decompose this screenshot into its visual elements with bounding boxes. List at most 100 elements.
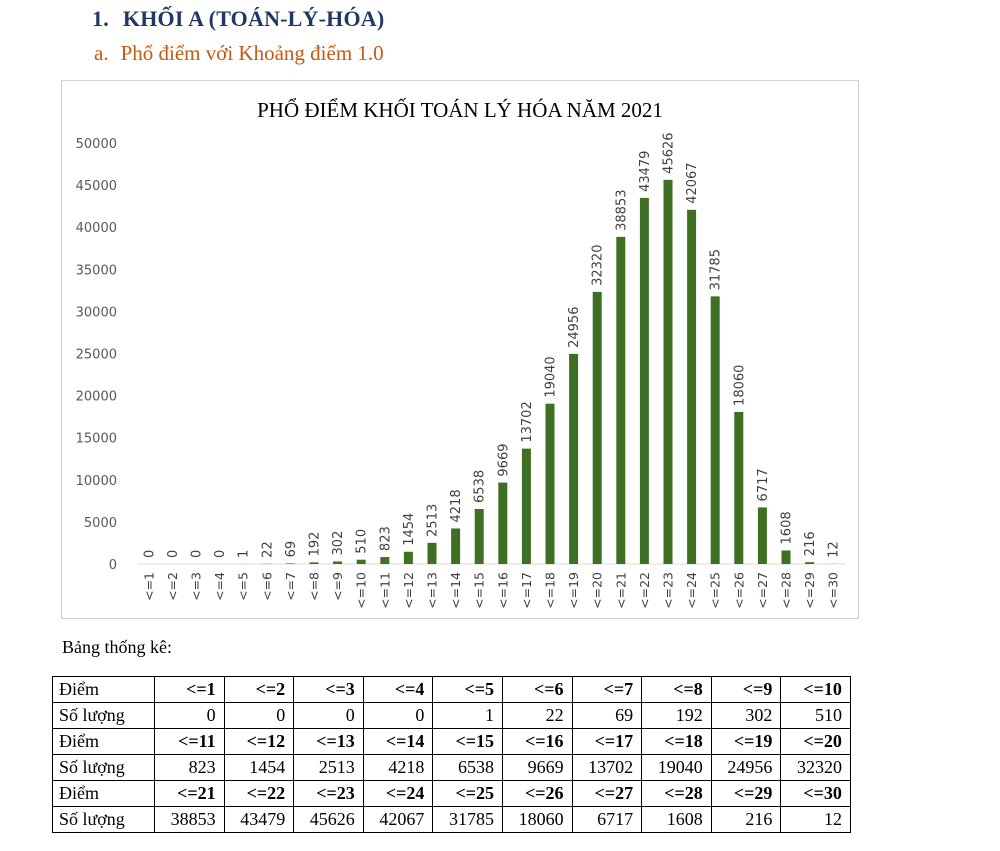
y-tick-label: 30000 <box>76 305 117 320</box>
data-label: 13702 <box>520 401 535 442</box>
x-tick-label: <=7 <box>283 572 298 601</box>
data-label: 192 <box>308 532 323 557</box>
x-tick-label: <=14 <box>448 572 463 609</box>
chart-title: PHỔ ĐIỂM KHỐI TOÁN LÝ HÓA NĂM 2021 <box>257 98 663 122</box>
table-row-score: Điểm <=21 <=22 <=23 <=24 <=25 <=26 <=27 <=28 <=29… <box>52 780 851 807</box>
x-tick-label: <=23 <box>661 572 676 609</box>
data-label: 18060 <box>732 365 747 406</box>
bar <box>710 296 720 564</box>
count-cell: 24956 <box>710 754 782 781</box>
data-label: 31785 <box>709 249 724 290</box>
data-label: 0 <box>213 550 228 558</box>
x-tick-label: <=24 <box>684 572 699 609</box>
bar <box>521 448 531 564</box>
score-cell: <=20 <box>780 728 851 755</box>
x-tick-label: <=19 <box>566 572 581 609</box>
x-tick-label: <=13 <box>425 572 440 609</box>
data-label: 9669 <box>496 443 511 476</box>
score-cell: <=23 <box>293 780 364 807</box>
data-label: 0 <box>142 550 157 558</box>
section-heading: 1. KHỐI A (TOÁN-LÝ-HÓA) <box>92 6 384 32</box>
x-tick-label: <=3 <box>189 572 204 601</box>
y-tick-label: 25000 <box>76 348 117 363</box>
bar <box>309 562 319 564</box>
bar <box>616 236 626 565</box>
row-label: Điểm <box>52 728 155 755</box>
bar <box>592 291 602 564</box>
y-tick-label: 15000 <box>76 432 117 447</box>
y-tick-label: 40000 <box>76 221 117 236</box>
bar <box>285 563 295 564</box>
count-cell: 1 <box>432 702 503 729</box>
y-tick-label: 5000 <box>84 516 117 531</box>
count-cell: 32320 <box>780 754 851 781</box>
count-cell: 31785 <box>432 806 503 833</box>
data-label: 0 <box>166 550 181 558</box>
count-cell: 22 <box>501 702 573 729</box>
count-cell: 69 <box>571 702 643 729</box>
count-cell: 45626 <box>293 806 364 833</box>
score-cell: <=4 <box>362 676 434 703</box>
count-cell: 38853 <box>154 806 225 833</box>
bar <box>356 559 366 564</box>
chart-plot-area: 0500010000150002000025000300003500040000… <box>76 132 845 609</box>
score-cell: <=16 <box>501 728 573 755</box>
count-cell: 6538 <box>432 754 503 781</box>
x-tick-label: <=2 <box>165 572 180 601</box>
score-cell: <=21 <box>154 780 225 807</box>
score-cell: <=11 <box>154 728 225 755</box>
row-label: Số lượng <box>52 806 155 833</box>
count-cell: 823 <box>154 754 225 781</box>
y-tick-label: 10000 <box>76 474 117 489</box>
score-cell: <=19 <box>710 728 782 755</box>
row-label: Số lượng <box>52 754 155 781</box>
score-cell: <=2 <box>223 676 295 703</box>
score-cell: <=18 <box>641 728 712 755</box>
data-label: 0 <box>190 550 205 558</box>
table-caption: Bảng thống kê: <box>62 637 172 657</box>
data-label: 4218 <box>449 489 464 522</box>
x-tick-label: <=8 <box>307 572 322 601</box>
bar <box>474 508 484 564</box>
bar <box>639 197 649 564</box>
y-tick-label: 20000 <box>76 390 117 405</box>
score-cell: <=10 <box>780 676 851 703</box>
score-cell: <=6 <box>501 676 573 703</box>
bar <box>427 542 437 564</box>
x-tick-label: <=5 <box>236 572 251 601</box>
bar <box>333 561 343 564</box>
score-cell: <=13 <box>293 728 364 755</box>
count-cell: 43479 <box>223 806 295 833</box>
x-tick-label: <=9 <box>330 572 345 601</box>
data-label: 24956 <box>567 307 582 348</box>
count-cell: 12 <box>780 806 851 833</box>
score-cell: <=25 <box>432 780 503 807</box>
x-tick-label: <=25 <box>708 572 723 609</box>
data-label: 69 <box>284 541 299 558</box>
table-row-score: Điểm <=11 <=12 <=13 <=14 <=15 <=16 <=17 <=18 <=19… <box>52 728 851 755</box>
bar <box>734 411 744 564</box>
bar <box>687 209 697 565</box>
table-row-score: Điểm <=1 <=2 <=3 <=4 <=5 <=6 <=7 <=8 <=9 <=10 <box>52 676 851 703</box>
score-cell: <=8 <box>641 676 712 703</box>
data-label: 6538 <box>473 470 488 503</box>
bar <box>498 482 508 564</box>
x-tick-label: <=17 <box>519 572 534 609</box>
statistics-table: Điểm <=1 <=2 <=3 <=4 <=5 <=6 <=7 <=8 <=9 <=10 Số lư… <box>52 676 851 833</box>
data-label: 216 <box>803 531 818 556</box>
y-tick-label: 0 <box>109 558 117 573</box>
table-row-count: Số lượng 0 0 0 0 1 22 69 192 302 510 <box>52 702 851 729</box>
count-cell: 0 <box>154 702 225 729</box>
score-cell: <=24 <box>362 780 434 807</box>
count-cell: 0 <box>293 702 364 729</box>
score-cell: <=15 <box>432 728 503 755</box>
x-tick-label: <=4 <box>212 572 227 601</box>
table-row-count: Số lượng 38853 43479 45626 42067 31785 18060 67… <box>52 806 851 833</box>
data-label: 823 <box>378 526 393 551</box>
x-tick-label: <=26 <box>731 572 746 609</box>
count-cell: 18060 <box>501 806 573 833</box>
x-tick-label: <=10 <box>354 572 369 609</box>
data-label: 38853 <box>614 189 629 230</box>
data-label: 1 <box>237 550 252 558</box>
subsection-letter: a. <box>94 41 109 65</box>
